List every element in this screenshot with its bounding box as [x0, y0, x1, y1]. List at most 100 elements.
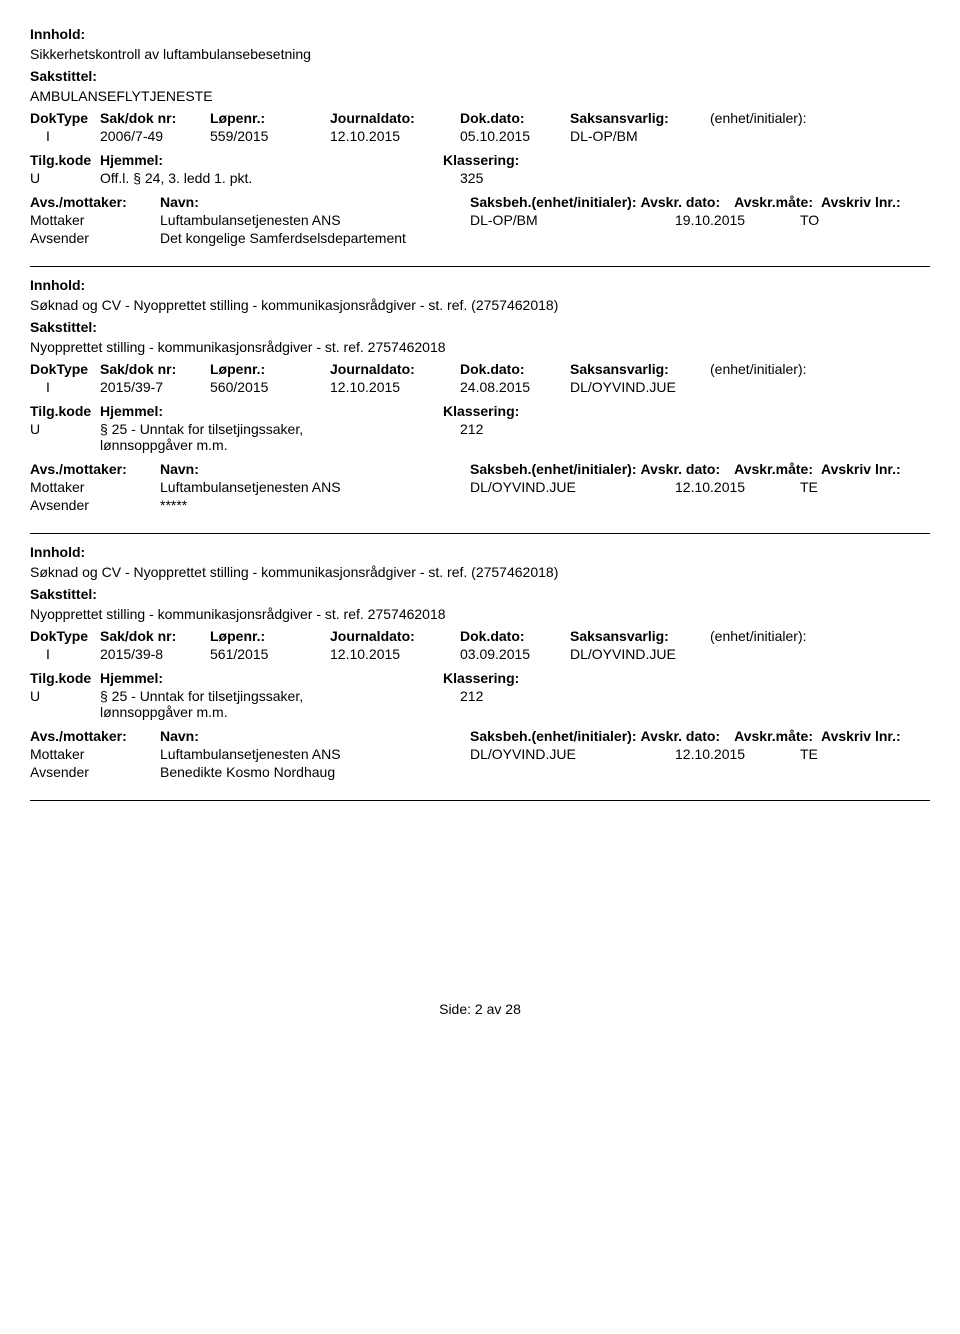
lopenr-header: Løpenr.:	[210, 628, 330, 644]
tilgkode-val: U	[30, 421, 100, 453]
innhold-label: Innhold:	[30, 277, 930, 293]
klassering-header: Klassering:	[443, 403, 519, 419]
doktype-header: DokType	[30, 110, 100, 126]
saksansvarlig-header: Saksansvarlig:	[570, 110, 710, 126]
avskrdato-val: 19.10.2015	[675, 212, 800, 228]
dokdato-val: 24.08.2015	[460, 379, 570, 395]
klassering-val: 212	[460, 421, 660, 453]
avsender-navn: Benedikte Kosmo Nordhaug	[160, 764, 470, 780]
enhet-header: (enhet/initialer):	[710, 361, 890, 377]
entry-divider	[30, 533, 930, 534]
saksansvarlig-header: Saksansvarlig:	[570, 628, 710, 644]
doktype-val: I	[30, 646, 100, 662]
saksansvarlig-val: DL/OYVIND.JUE	[570, 379, 710, 395]
sakdok-header: Sak/dok nr:	[100, 628, 210, 644]
innhold-text: Sikkerhetskontroll av luftambulansebeset…	[30, 46, 930, 62]
pager-total: 28	[505, 1001, 521, 1017]
avsmottaker-header: Avs./mottaker:	[30, 461, 160, 477]
saksbeh-header: Saksbeh.(enhet/initialer):	[470, 194, 637, 210]
sakdok-header: Sak/dok nr:	[100, 110, 210, 126]
entry-divider	[30, 800, 930, 801]
hjemmel-val: Off.l. § 24, 3. ledd 1. pkt.	[100, 170, 450, 186]
avsmottaker-header: Avs./mottaker:	[30, 194, 160, 210]
avskrmote-header: Avskr.måte:	[734, 461, 813, 477]
sakdok-val: 2015/39-8	[100, 646, 210, 662]
avskrmote-header: Avskr.måte:	[734, 728, 813, 744]
innhold-label: Innhold:	[30, 544, 930, 560]
tilgkode-val: U	[30, 688, 100, 720]
saksbeh-val: DL-OP/BM	[470, 212, 620, 228]
navn-header: Navn:	[160, 461, 470, 477]
avskrmote-val: TO	[800, 212, 860, 228]
saksbeh-val: DL/OYVIND.JUE	[470, 746, 620, 762]
lopenr-val: 559/2015	[210, 128, 330, 144]
lopenr-val: 561/2015	[210, 646, 330, 662]
pager: Side: 2 av 28	[30, 1001, 930, 1017]
sakstittel-text: Nyopprettet stilling - kommunikasjonsråd…	[30, 339, 930, 355]
sakdok-header: Sak/dok nr:	[100, 361, 210, 377]
saksbeh-header: Saksbeh.(enhet/initialer):	[470, 461, 637, 477]
avskrdato-header: Avskr. dato:	[641, 728, 721, 744]
tilgkode-header: Tilg.kode	[30, 403, 100, 419]
avskrlnr-header: Avskriv lnr.:	[821, 728, 901, 744]
doktype-val: I	[30, 379, 100, 395]
mottaker-label: Mottaker	[30, 479, 160, 495]
avskrdato-val: 12.10.2015	[675, 479, 800, 495]
innhold-text: Søknad og CV - Nyopprettet stilling - ko…	[30, 564, 930, 580]
lopenr-header: Løpenr.:	[210, 110, 330, 126]
journaldato-header: Journaldato:	[330, 110, 460, 126]
sakstittel-label: Sakstittel:	[30, 586, 930, 602]
tilgkode-val: U	[30, 170, 100, 186]
klassering-header: Klassering:	[443, 670, 519, 686]
innhold-label: Innhold:	[30, 26, 930, 42]
pager-av: av	[487, 1001, 502, 1017]
entry-divider	[30, 266, 930, 267]
navn-header: Navn:	[160, 194, 470, 210]
journaldato-val: 12.10.2015	[330, 128, 460, 144]
avskrmote-val: TE	[800, 746, 860, 762]
pager-side: Side:	[439, 1001, 471, 1017]
hjemmel-header: Hjemmel:	[100, 403, 163, 419]
journaldato-val: 12.10.2015	[330, 646, 460, 662]
sakdok-val: 2015/39-7	[100, 379, 210, 395]
innhold-text: Søknad og CV - Nyopprettet stilling - ko…	[30, 297, 930, 313]
enhet-header: (enhet/initialer):	[710, 628, 890, 644]
navn-header: Navn:	[160, 728, 470, 744]
avsender-label: Avsender	[30, 764, 160, 780]
sakstittel-label: Sakstittel:	[30, 319, 930, 335]
doktype-header: DokType	[30, 361, 100, 377]
sakdok-val: 2006/7-49	[100, 128, 210, 144]
avskrdato-header: Avskr. dato:	[641, 194, 721, 210]
saksansvarlig-val: DL/OYVIND.JUE	[570, 646, 710, 662]
dokdato-val: 03.09.2015	[460, 646, 570, 662]
journaldato-val: 12.10.2015	[330, 379, 460, 395]
journal-entry: Innhold: Sikkerhetskontroll av luftambul…	[30, 26, 930, 246]
journaldato-header: Journaldato:	[330, 628, 460, 644]
dokdato-val: 05.10.2015	[460, 128, 570, 144]
avskrdato-val: 12.10.2015	[675, 746, 800, 762]
saksbeh-header: Saksbeh.(enhet/initialer):	[470, 728, 637, 744]
dokdato-header: Dok.dato:	[460, 628, 570, 644]
sakstittel-text: Nyopprettet stilling - kommunikasjonsråd…	[30, 606, 930, 622]
doktype-header: DokType	[30, 628, 100, 644]
avsmottaker-header: Avs./mottaker:	[30, 728, 160, 744]
saksansvarlig-header: Saksansvarlig:	[570, 361, 710, 377]
hjemmel-val: § 25 - Unntak for tilsetjingssaker, lønn…	[100, 688, 380, 720]
avskrmote-header: Avskr.måte:	[734, 194, 813, 210]
mottaker-navn: Luftambulansetjenesten ANS	[160, 479, 470, 495]
klassering-header: Klassering:	[443, 152, 519, 168]
sakstittel-label: Sakstittel:	[30, 68, 930, 84]
avsender-label: Avsender	[30, 497, 160, 513]
mottaker-label: Mottaker	[30, 746, 160, 762]
klassering-val: 212	[460, 688, 660, 720]
lopenr-val: 560/2015	[210, 379, 330, 395]
avskrlnr-header: Avskriv lnr.:	[821, 461, 901, 477]
avsender-navn: *****	[160, 497, 470, 513]
klassering-val: 325	[460, 170, 660, 186]
mottaker-navn: Luftambulansetjenesten ANS	[160, 212, 470, 228]
journal-entry: Innhold: Søknad og CV - Nyopprettet stil…	[30, 544, 930, 780]
avskrlnr-header: Avskriv lnr.:	[821, 194, 901, 210]
mottaker-label: Mottaker	[30, 212, 160, 228]
tilgkode-header: Tilg.kode	[30, 152, 100, 168]
avskrdato-header: Avskr. dato:	[641, 461, 721, 477]
